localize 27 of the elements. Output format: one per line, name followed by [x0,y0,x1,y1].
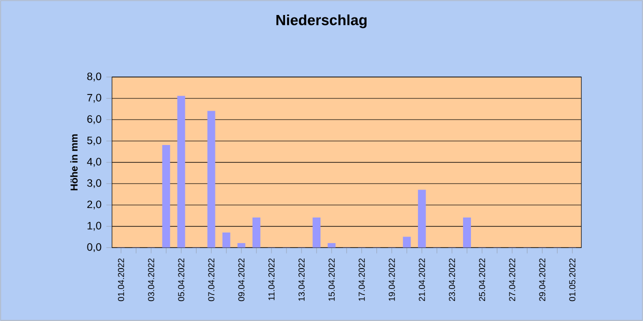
y-tick-label: 8,0 [87,72,102,82]
x-tick-label: 29.04.2022 [539,258,546,301]
y-tick-label: 0,0 [87,243,102,252]
x-tick-label: 13.04.2022 [298,258,305,301]
y-tick-label: 6,0 [87,115,102,124]
y-tick-label: 1,0 [88,222,102,231]
chart-title: Niederschlag [276,14,367,28]
y-tick-label: 3,0 [87,179,102,188]
y-tick-label: 4,0 [87,158,102,167]
x-tick-label: 19.04.2022 [388,258,395,301]
x-tick-label: 27.04.2022 [509,258,516,301]
x-tick-label: 01.04.2022 [118,258,124,302]
x-tick-label: 01.05.2022 [569,258,576,302]
x-tick-label: 03.04.2022 [148,258,154,302]
x-tick-label: 09.04.2022 [238,258,244,302]
x-tick-label: 25.04.2022 [478,258,486,301]
x-tick-label: 21.04.2022 [418,258,425,301]
y-tick-label: 5,0 [87,136,102,146]
y-axis-title: Höhe in mm [70,134,78,190]
x-tick-label: 11.04.2022 [268,258,275,300]
x-tick-label: 17.04.2022 [358,258,365,301]
x-tick-label: 15.04.2022 [328,258,335,301]
y-tick-label: 7,0 [87,94,102,103]
y-tick-label: 2,0 [87,200,102,210]
x-tick-label: 05.04.2022 [178,258,184,302]
x-tick-label: 23.04.2022 [448,258,456,301]
x-tick-label: 07.04.2022 [208,258,214,302]
